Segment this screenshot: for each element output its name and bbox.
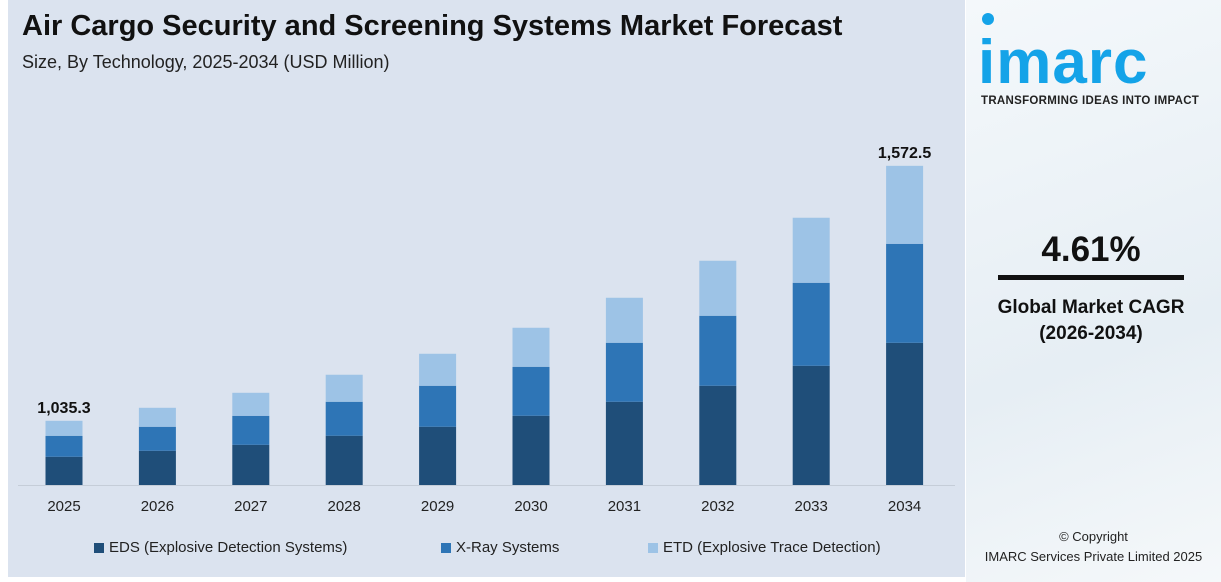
chart-subtitle: Size, By Technology, 2025-2034 (USD Mill… bbox=[22, 52, 390, 72]
legend-swatch bbox=[441, 542, 451, 553]
bar-segment-2027-1 bbox=[232, 415, 270, 445]
bar-segment-2033-2 bbox=[792, 217, 830, 283]
bar-segment-2027-0 bbox=[232, 444, 270, 485]
cagr-value: 4.61% bbox=[1041, 230, 1141, 269]
logo-tagline: TRANSFORMING IDEAS INTO IMPACT bbox=[981, 95, 1200, 107]
company-name: IMARC Services Private Limited 2025 bbox=[984, 549, 1203, 564]
bar-segment-2034-2 bbox=[886, 165, 924, 244]
x-tick-label: 2030 bbox=[514, 498, 547, 515]
logo-dot bbox=[982, 13, 994, 25]
x-tick-label: 2028 bbox=[328, 498, 361, 515]
x-tick-label: 2026 bbox=[141, 498, 174, 515]
cagr-label-text: Global Market CAGR bbox=[997, 297, 1185, 318]
bar-segment-2026-2 bbox=[138, 407, 176, 427]
bar-segment-2026-0 bbox=[138, 450, 176, 485]
x-tick-label: 2033 bbox=[795, 498, 828, 515]
cagr-label: Global Market CAGR (2026-2034) bbox=[966, 295, 1216, 347]
legend-item: EDS (Explosive Detection Systems) bbox=[94, 539, 347, 556]
x-tick-label: 2025 bbox=[47, 498, 80, 515]
bar-segment-2032-1 bbox=[699, 315, 737, 386]
x-tick-label: 2031 bbox=[608, 498, 641, 515]
bar-segment-2025-2 bbox=[45, 420, 83, 436]
bar-segment-2032-0 bbox=[699, 385, 737, 485]
bar-segment-2031-2 bbox=[605, 297, 643, 343]
data-label: 1,572.5 bbox=[878, 145, 931, 162]
brand-panel: imarc TRANSFORMING IDEAS INTO IMPACT 4.6… bbox=[966, 0, 1221, 582]
x-tick-label: 2034 bbox=[888, 498, 921, 515]
bar-segment-2031-0 bbox=[605, 401, 643, 485]
x-tick-label: 2027 bbox=[234, 498, 267, 515]
bar-segment-2032-2 bbox=[699, 260, 737, 316]
bar-segment-2030-1 bbox=[512, 366, 550, 416]
bar-segment-2030-0 bbox=[512, 415, 550, 485]
bar-segment-2029-1 bbox=[419, 385, 457, 427]
bar-segment-2029-0 bbox=[419, 426, 457, 485]
legend-swatch bbox=[648, 542, 658, 553]
bar-segment-2028-2 bbox=[325, 374, 363, 402]
chart-title: Air Cargo Security and Screening Systems… bbox=[22, 10, 843, 42]
bar-segment-2026-1 bbox=[138, 426, 176, 451]
x-tick-label: 2032 bbox=[701, 498, 734, 515]
bar-segment-2029-2 bbox=[419, 353, 457, 386]
legend-label: ETD (Explosive Trace Detection) bbox=[663, 539, 881, 556]
bar-segment-2028-0 bbox=[325, 435, 363, 485]
legend-item: X-Ray Systems bbox=[441, 539, 559, 556]
bar-segment-2031-1 bbox=[605, 342, 643, 402]
bar-segment-2033-1 bbox=[792, 282, 830, 366]
bar-segment-2028-1 bbox=[325, 401, 363, 436]
legend-item: ETD (Explosive Trace Detection) bbox=[648, 539, 881, 556]
bar-segment-2034-1 bbox=[886, 243, 924, 343]
bar-segment-2034-0 bbox=[886, 342, 924, 485]
imarc-logo: imarc bbox=[978, 28, 1149, 97]
legend-label: EDS (Explosive Detection Systems) bbox=[109, 539, 348, 556]
data-label: 1,035.3 bbox=[37, 400, 90, 417]
copyright-label: © Copyright bbox=[1059, 529, 1128, 544]
bar-segment-2030-2 bbox=[512, 327, 550, 367]
legend-label: X-Ray Systems bbox=[456, 539, 560, 556]
x-tick-label: 2029 bbox=[421, 498, 454, 515]
legend-swatch bbox=[94, 542, 104, 553]
divider bbox=[998, 275, 1184, 280]
cagr-period: (2026-2034) bbox=[1039, 323, 1143, 344]
bar-segment-2033-0 bbox=[792, 365, 830, 485]
copyright: © Copyright IMARC Services Private Limit… bbox=[966, 527, 1221, 567]
stacked-bar-chart: 2025 1,035.3 2026 2027 2028 2029 2030 2031 2032 2… bbox=[18, 145, 955, 515]
bar-segment-2025-0 bbox=[45, 456, 83, 485]
bar-segment-2027-2 bbox=[232, 392, 270, 416]
bar-segment-2025-1 bbox=[45, 435, 83, 457]
